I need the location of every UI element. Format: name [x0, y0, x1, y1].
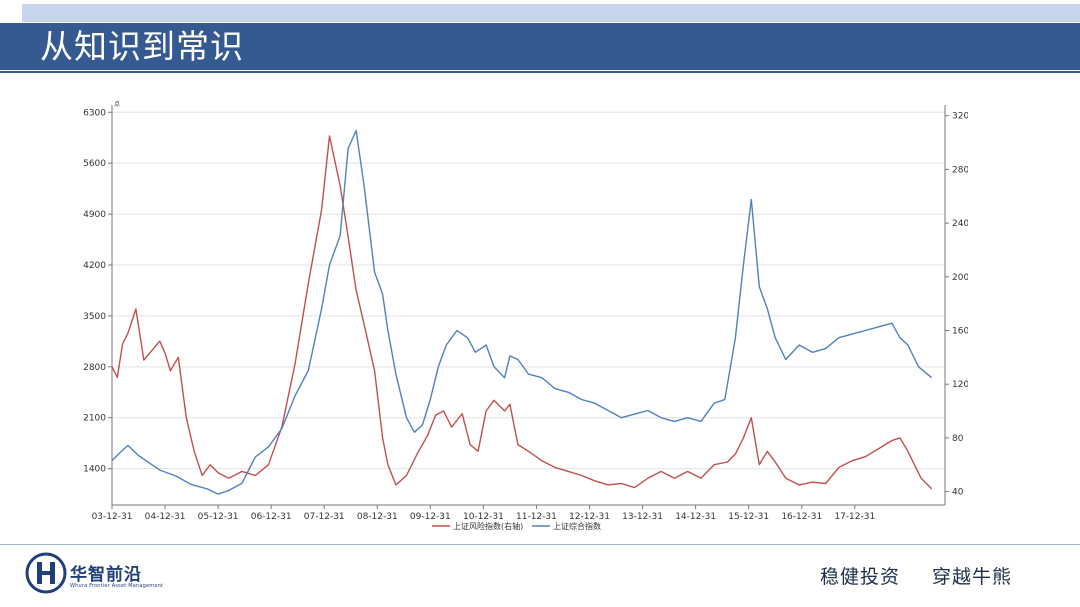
x-tick-label: 11-12-31	[516, 512, 557, 522]
h-monogram-icon	[25, 552, 67, 594]
page-title: 从知识到常识	[40, 27, 244, 66]
x-tick-label: 08-12-31	[357, 512, 398, 522]
x-tick-label: 10-12-31	[463, 512, 504, 522]
x-tick-label: 14-12-31	[675, 512, 716, 522]
left-tick-label: 4900	[83, 210, 106, 220]
x-tick-label: 13-12-31	[622, 512, 663, 522]
slogan-through-cycles: 穿越牛熊	[932, 566, 1013, 588]
slogan-steady-investment: 稳健投资	[820, 566, 901, 588]
right-tick-label: 200	[952, 273, 968, 283]
x-tick-label: 07-12-31	[304, 512, 345, 522]
left-tick-label: 6300	[83, 108, 106, 118]
right-tick-label: 280	[952, 165, 968, 175]
brand-tagline: Whura Frontier Asset Management	[70, 583, 164, 589]
legend-label-1: 上证综合指数	[553, 521, 601, 531]
left-tick-label: 4200	[83, 261, 106, 271]
x-tick-label: 03-12-31	[92, 512, 133, 522]
right-tick-label: 240	[952, 219, 968, 229]
brand-name: 华智前沿	[70, 565, 142, 585]
left-tick-label: 2800	[83, 363, 106, 373]
x-tick-label: 09-12-31	[410, 512, 451, 522]
left-tick-label: 5600	[83, 159, 106, 169]
x-tick-label: 16-12-31	[781, 512, 822, 522]
title-underline	[0, 71, 1080, 73]
top-accent-strip	[22, 4, 1080, 22]
legend-label-0: 上证风险指数(右轴)	[453, 521, 523, 531]
right-tick-label: 160	[952, 327, 968, 337]
x-tick-label: 06-12-31	[251, 512, 292, 522]
dual-axis-line-chart: 1400 2100 2800 3500 4200 4900 5600 6300 40 80 120 1…	[83, 100, 969, 531]
footer-divider	[0, 544, 1080, 545]
left-tick-label: 2100	[83, 414, 106, 424]
x-tick-label: 17-12-31	[834, 512, 875, 522]
right-tick-label: 80	[952, 434, 964, 444]
series-line-risk-index	[111, 135, 933, 490]
brand-logo	[24, 551, 204, 597]
right-tick-label: 320	[952, 112, 968, 122]
series-line-composite-index	[111, 129, 933, 495]
right-tick-label: 120	[952, 380, 968, 390]
left-tick-label: 3500	[83, 312, 106, 322]
x-tick-label: 15-12-31	[728, 512, 769, 522]
x-tick-label: 04-12-31	[145, 512, 186, 522]
left-axis-unit-label: 点	[114, 100, 120, 108]
x-tick-label: 05-12-31	[198, 512, 239, 522]
right-tick-label: 40	[952, 488, 964, 498]
x-tick-label: 12-12-31	[569, 512, 610, 522]
chart-container: 1400 2100 2800 3500 4200 4900 5600 6300 40 80 120 1…	[82, 95, 969, 545]
left-tick-label: 1400	[83, 465, 106, 475]
title-bar: 从知识到常识	[0, 23, 1080, 73]
